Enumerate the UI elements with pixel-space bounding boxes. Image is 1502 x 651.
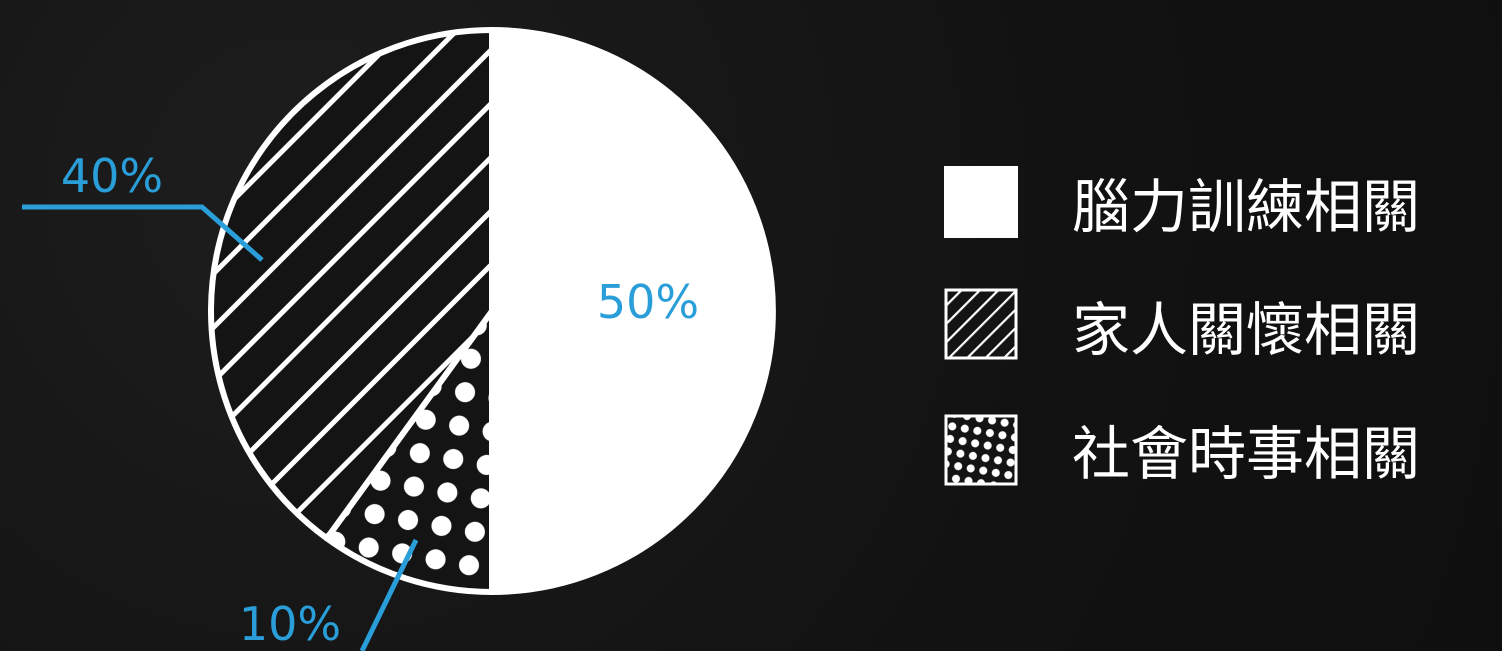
legend-swatch-stripes-icon <box>944 288 1018 360</box>
leader-line-family-care <box>22 204 264 262</box>
slice-label-brain-training: 50% <box>597 275 699 329</box>
leader-line-social-events <box>359 538 419 651</box>
pie-slice-brain-training <box>489 27 776 595</box>
slice-label-social-events: 10% <box>239 597 341 651</box>
legend-label-family-care: 家人關懷相關 <box>1072 296 1420 364</box>
legend-swatch-dots-icon <box>944 414 1018 486</box>
slice-label-family-care: 40% <box>61 149 163 203</box>
legend-label-brain-training: 腦力訓練相關 <box>1072 173 1420 241</box>
legend-swatch-solid-icon <box>944 166 1018 238</box>
legend: 腦力訓練相關 家人關懷相關 社會時事相關 <box>944 166 1420 488</box>
pie-slice-social-events <box>323 308 495 595</box>
legend-label-social-events: 社會時事相關 <box>1072 420 1420 488</box>
